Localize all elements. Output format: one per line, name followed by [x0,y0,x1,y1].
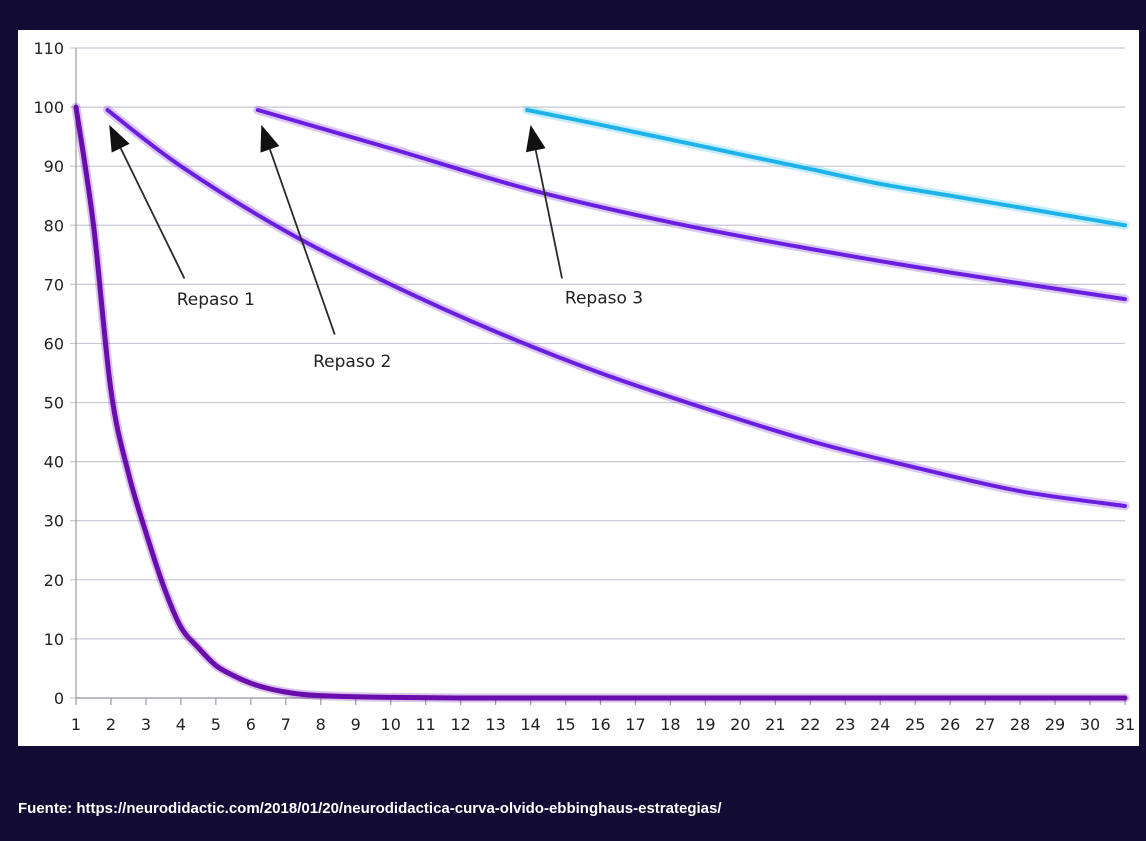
x-tick-label: 14 [520,715,540,734]
x-tick-label: 16 [590,715,610,734]
annotation-arrow-shaft [269,149,336,335]
annotation-arrow-shaft [534,150,563,279]
y-tick-label: 110 [33,39,64,58]
y-tick-label: 90 [44,157,64,176]
x-tick-label: 1 [71,715,81,734]
x-tick-label: 26 [940,715,960,734]
x-tick-label: 24 [870,715,890,734]
series-line-2 [105,108,1127,508]
x-tick-label: 30 [1080,715,1100,734]
x-tick-label: 10 [381,715,401,734]
chart-panel: 0 10 20 30 40 50 60 70 80 90 100 110 1 2 3 4 5 6 7 8 9 10 11 12… [18,30,1139,746]
x-tick-label: 20 [730,715,750,734]
annotation-arrowhead [260,124,280,153]
annotation-label-repaso-1: Repaso 1 [177,290,255,310]
x-tick-label: 21 [765,715,785,734]
y-tick-label: 20 [44,571,64,590]
series-lines [71,102,1130,703]
x-tick-label: 8 [316,715,326,734]
x-tick-label: 2 [106,715,116,734]
annotation-arrowhead [525,124,546,153]
y-tick-label: 40 [44,453,64,472]
annotations: Repaso 1 Repaso 2 Repaso 3 [109,124,643,372]
x-tick-label: 23 [835,715,855,734]
y-tick-label: 30 [44,512,64,531]
x-tick-label: 3 [141,715,151,734]
grid-lines [70,47,1125,699]
y-tick-label: 0 [54,689,64,708]
x-tick-label: 7 [281,715,291,734]
y-tick-label: 60 [44,334,64,353]
x-tick-label: 31 [1115,715,1135,734]
x-tick-label: 15 [555,715,575,734]
y-tick-label: 70 [44,275,64,294]
x-tick-label: 29 [1045,715,1065,734]
x-tick-label: 22 [800,715,820,734]
x-tick-label: 13 [485,715,505,734]
y-tick-label: 50 [44,394,64,413]
x-tick-label: 27 [975,715,995,734]
series-line-3 [255,108,1127,302]
annotation-label-repaso-2: Repaso 2 [313,352,391,372]
x-tick-label: 18 [660,715,680,734]
y-tick-label: 10 [44,630,64,649]
y-tick-label: 100 [33,98,64,117]
x-tick-label: 9 [351,715,361,734]
annotation-label-repaso-3: Repaso 3 [565,288,643,308]
x-tick-label: 6 [246,715,256,734]
x-tick-label: 5 [211,715,221,734]
x-tick-label: 11 [415,715,435,734]
series-line-1 [73,104,1128,701]
annotation-arrowhead [109,124,130,153]
x-tick-label: 12 [450,715,470,734]
y-tick-label: 80 [44,216,64,235]
x-tick-label: 4 [176,715,186,734]
x-tick-label: 17 [625,715,645,734]
annotation-arrow-shaft [119,147,186,279]
x-tick-label: 25 [905,715,925,734]
series-line-4 [525,108,1127,228]
x-tick-label: 19 [695,715,715,734]
x-tick-label: 28 [1010,715,1030,734]
source-caption: Fuente: https://neurodidactic.com/2018/0… [18,800,722,817]
